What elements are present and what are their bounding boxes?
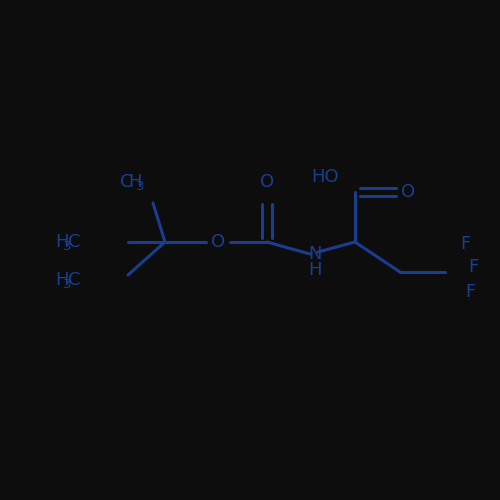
Text: 3: 3 xyxy=(63,278,72,291)
Text: O: O xyxy=(401,183,415,201)
Text: H: H xyxy=(128,173,141,191)
Text: H: H xyxy=(55,271,68,289)
Text: HO: HO xyxy=(311,168,339,186)
Text: N: N xyxy=(308,245,322,263)
Text: F: F xyxy=(465,283,475,301)
Text: C: C xyxy=(120,173,132,191)
Text: 3: 3 xyxy=(136,180,144,194)
Text: 3: 3 xyxy=(63,240,72,254)
Text: O: O xyxy=(260,173,274,191)
Text: O: O xyxy=(211,233,225,251)
Text: F: F xyxy=(460,235,470,253)
Text: H: H xyxy=(55,233,68,251)
Text: F: F xyxy=(468,258,478,276)
Text: H: H xyxy=(308,261,322,279)
Text: C: C xyxy=(68,233,81,251)
Text: C: C xyxy=(68,271,81,289)
